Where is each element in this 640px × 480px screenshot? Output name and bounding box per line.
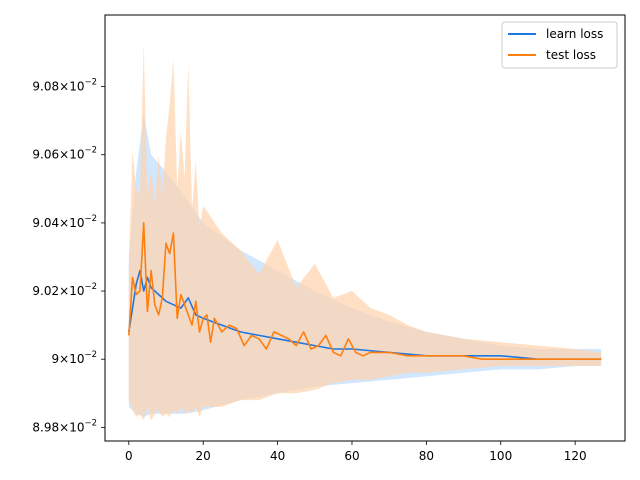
x-tick-label: 0 [125, 449, 133, 463]
y-tick-label: 9.06×10−2 [32, 146, 97, 162]
x-tick-label: 100 [489, 449, 512, 463]
series-lines [128, 222, 602, 361]
y-tick-label: 9.04×10−2 [32, 214, 97, 230]
y-axis: 8.98×10−2 9×10−2 9.02×10−2 9.04×10−2 9.06×10… [32, 78, 105, 434]
y-tick-label: 8.98×10−2 [32, 418, 97, 434]
x-tick-label: 20 [196, 449, 211, 463]
x-tick-label: 80 [419, 449, 434, 463]
line-test-loss [128, 222, 602, 361]
y-tick-label: 9×10−2 [52, 350, 98, 366]
plot-frame [104, 14, 626, 442]
legend-label-learn-loss: learn loss [546, 27, 603, 41]
legend-label-test-loss: test loss [546, 48, 596, 62]
y-tick-label: 9.08×10−2 [32, 78, 97, 94]
x-tick-label: 40 [270, 449, 285, 463]
legend: learn loss test loss [501, 21, 618, 69]
y-tick-label: 9.02×10−2 [32, 282, 97, 298]
x-tick-label: 60 [344, 449, 359, 463]
x-tick-label: 120 [564, 449, 587, 463]
band-test-loss [128, 42, 602, 421]
x-axis: 0 20 40 60 80 100 120 [125, 441, 587, 463]
